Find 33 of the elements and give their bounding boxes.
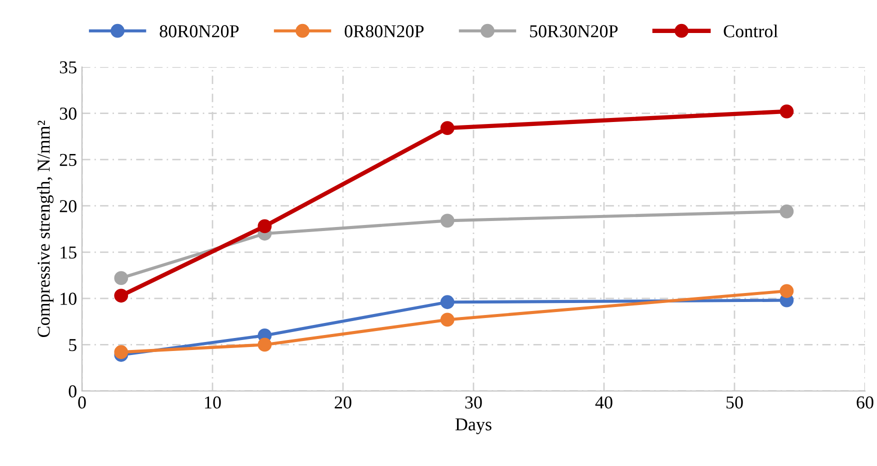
point [440,214,454,228]
point [440,121,454,136]
legend-label: 80R0N20P [160,25,239,38]
point [780,104,794,118]
point [780,204,794,218]
y-tick-label: 0 [68,385,76,398]
y-tick-label: 25 [60,154,76,166]
legend-label: 50R30N20P [530,25,618,38]
x-tick-label: 30 [465,396,482,409]
x-tick-label: 20 [334,396,352,409]
legend-label: 0R80N20P [344,25,424,38]
x-tick-label: 60 [856,396,874,409]
y-tick-label: 5 [69,339,76,352]
point [114,271,128,286]
x-axis-title: Days [455,418,492,434]
y-tick-label: 35 [60,61,76,74]
point [440,295,454,310]
x-tick-label: 10 [205,396,221,409]
point [780,284,794,298]
y-axis-title: Compressive strength, N/mm² [37,120,54,338]
point [258,219,272,234]
x-tick-label: 50 [726,396,743,409]
y-tick-label: 15 [60,246,76,259]
point [258,338,272,352]
y-tick-label: 20 [60,200,76,212]
x-tick-label: 0 [78,396,86,409]
legend-label: Control [724,24,778,38]
x-tick-label: 40 [595,396,612,409]
point [440,312,454,327]
point [114,345,128,360]
point [114,288,128,303]
y-tick-label: 10 [60,292,76,305]
y-tick-label: 30 [60,108,76,120]
